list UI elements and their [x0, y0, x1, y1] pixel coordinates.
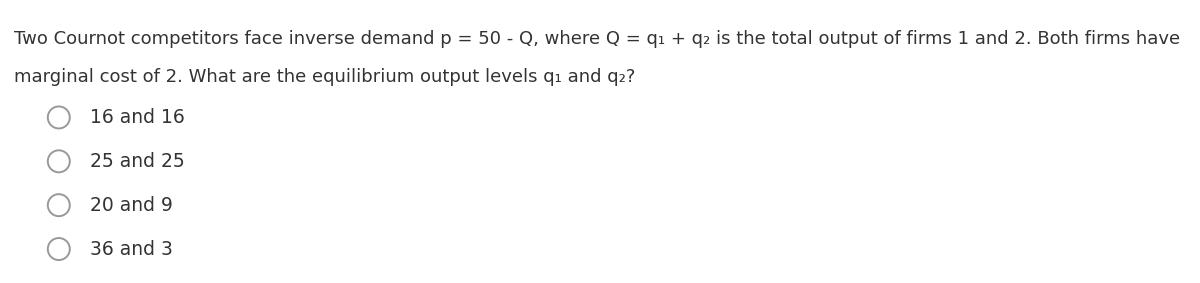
- Text: 20 and 9: 20 and 9: [90, 196, 173, 215]
- Text: marginal cost of 2. What are the equilibrium output levels q₁ and q₂?: marginal cost of 2. What are the equilib…: [14, 68, 636, 86]
- Text: 36 and 3: 36 and 3: [90, 239, 173, 259]
- Text: 16 and 16: 16 and 16: [90, 108, 185, 127]
- Text: 25 and 25: 25 and 25: [90, 152, 185, 171]
- Text: Two Cournot competitors face inverse demand p = 50 - Q, where Q = q₁ + q₂ is the: Two Cournot competitors face inverse dem…: [14, 30, 1181, 48]
